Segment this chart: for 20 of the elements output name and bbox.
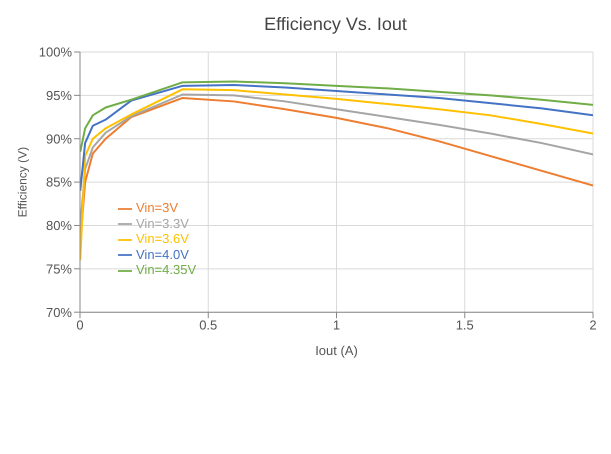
x-tick-label: 1.5 <box>456 317 474 332</box>
y-tick-label: 90% <box>46 131 72 146</box>
y-axis-title: Efficiency (V) <box>15 146 30 218</box>
x-tick-label: 0.5 <box>199 317 218 332</box>
x-tick-label: 0 <box>76 317 84 332</box>
y-tick-label: 85% <box>46 174 72 190</box>
y-tick-label: 75% <box>46 261 72 276</box>
x-tick-label: 2 <box>589 317 597 332</box>
legend-label: Vin=4.0V <box>136 246 189 262</box>
y-tick-label: 100% <box>38 44 72 60</box>
legend-label: Vin=3.3V <box>136 216 189 231</box>
x-tick-label: 1 <box>332 317 340 332</box>
legend-label: Vin=3.6V <box>136 231 189 246</box>
y-tick-label: 95% <box>46 88 72 103</box>
legend-label: Vin=4.35V <box>136 262 196 278</box>
chart-title: Efficiency Vs. Iout <box>263 13 408 36</box>
y-tick-label: 70% <box>46 304 72 320</box>
y-tick-label: 80% <box>46 218 72 234</box>
legend-label: Vin=3V <box>136 200 178 215</box>
x-axis-title: Iout (A) <box>315 343 358 358</box>
